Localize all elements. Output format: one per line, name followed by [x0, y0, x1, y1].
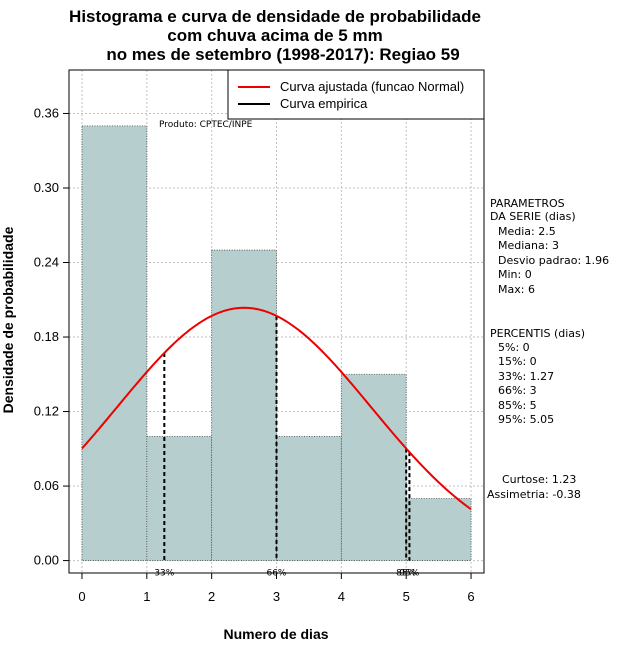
y-axis-label: Densidade de probabilidade	[0, 226, 16, 413]
shape-stats-panel: Curtose: 1.23 Assimetria: -0.38	[487, 473, 581, 501]
y-tick-label: 0.12	[34, 404, 59, 419]
y-tick-label: 0.24	[34, 255, 59, 270]
legend-label-empirical: Curva empirica	[280, 96, 368, 111]
x-tick-label: 1	[143, 589, 150, 604]
percentile-label: 33%	[154, 569, 174, 579]
y-tick-label: 0.30	[34, 180, 59, 195]
percentile-label: 85%	[396, 569, 416, 579]
y-axis: 0.00 0.06 0.12 0.18 0.24 0.30 0.36	[34, 105, 70, 568]
param-max: Max: 6	[498, 283, 535, 296]
percentile-33: 33%: 1.27	[498, 370, 554, 383]
percentile-95: 95%: 5.05	[498, 413, 554, 426]
series-parameters-panel: PARAMETROS DA SERIE (dias) Media: 2.5 Me…	[490, 197, 609, 296]
chart-title-line-1: Histograma e curva de densidade de proba…	[69, 7, 481, 26]
y-tick-label: 0.36	[34, 105, 59, 120]
histogram-bar	[211, 249, 277, 561]
percentile-15: 15%: 0	[498, 355, 537, 368]
x-tick-label: 4	[338, 589, 345, 604]
legend: Curva ajustada (funcao Normal) Curva emp…	[227, 69, 485, 120]
x-tick-label: 5	[403, 589, 410, 604]
params-title-2: DA SERIE (dias)	[490, 210, 576, 223]
histogram-bar	[340, 373, 407, 561]
y-tick-label: 0.00	[34, 553, 59, 568]
percentile-85: 85%: 5	[498, 399, 537, 412]
percentile-5: 5%: 0	[498, 341, 530, 354]
percentile-66: 66%: 3	[498, 384, 537, 397]
param-mediana: Mediana: 3	[498, 239, 559, 252]
percentiles-panel: PERCENTIS (dias) 5%: 0 15%: 0 33%: 1.27 …	[490, 327, 585, 426]
percentiles-title: PERCENTIS (dias)	[490, 327, 585, 340]
histogram-bar	[405, 498, 472, 561]
y-tick-label: 0.18	[34, 329, 59, 344]
x-tick-label: 0	[78, 589, 85, 604]
histogram-bar	[276, 435, 342, 561]
x-axis: 0 1 2 3 4 5 6	[78, 572, 475, 604]
param-media: Media: 2.5	[498, 225, 556, 238]
chart-title-line-3: no mes de setembro (1998-2017): Regiao 5…	[106, 45, 459, 64]
normal-fit-curve	[81, 306, 472, 511]
percentile-label: 66%	[266, 569, 286, 579]
y-tick-label: 0.06	[34, 478, 59, 493]
percentile-label: 95%	[399, 569, 419, 579]
producer-note: Produto: CPTEC/INPE	[159, 120, 253, 130]
stat-assimetria: Assimetria: -0.38	[487, 488, 581, 501]
params-title-1: PARAMETROS	[490, 197, 565, 210]
percentile-labels: 33% 66% 85%95%	[154, 569, 420, 579]
legend-box	[227, 69, 485, 120]
histogram-bar	[146, 435, 213, 561]
histogram-bars	[81, 125, 472, 561]
x-tick-label: 2	[208, 589, 215, 604]
param-desvio: Desvio padrao: 1.96	[498, 254, 609, 267]
legend-label-normal: Curva ajustada (funcao Normal)	[280, 79, 464, 94]
histogram-bar	[81, 125, 148, 561]
x-tick-label: 3	[273, 589, 280, 604]
chart-title-line-2: com chuva acima de 5 mm	[167, 26, 382, 45]
stat-curtose: Curtose: 1.23	[502, 473, 576, 486]
x-tick-label: 6	[467, 589, 474, 604]
percentile-lines	[163, 315, 411, 561]
x-axis-label: Numero de dias	[223, 626, 328, 642]
param-min: Min: 0	[498, 268, 532, 281]
